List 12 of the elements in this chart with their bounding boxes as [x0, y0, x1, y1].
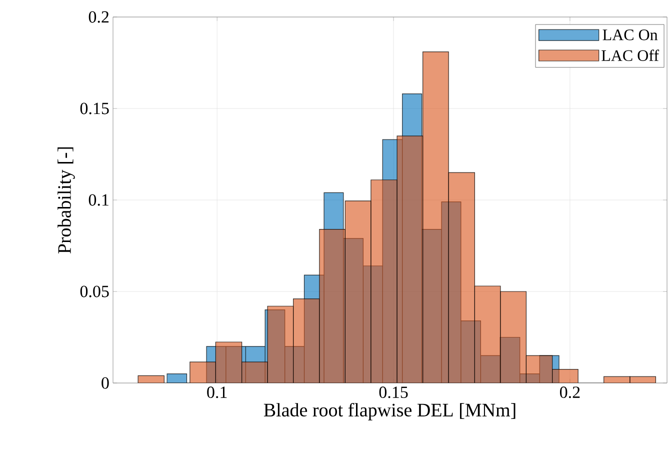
legend-label: LAC On	[602, 30, 658, 40]
y-tick-label: 0.15	[80, 102, 109, 114]
legend-label: LAC Off	[602, 50, 660, 62]
y-tick-label: 0.05	[80, 286, 109, 298]
x-tick-label: 0.15	[379, 386, 408, 398]
x-tick-label: 0.2	[560, 386, 580, 398]
y-tick-label: 0	[102, 377, 109, 389]
y-tick-label: 0.2	[88, 11, 109, 23]
x-tick-label: 0.1	[207, 386, 227, 398]
x-axis-title: Blade root flapwise DEL [MNm]	[264, 402, 516, 420]
y-axis-title: Probability [-]	[58, 147, 75, 254]
y-tick-label: 0.1	[88, 194, 108, 206]
